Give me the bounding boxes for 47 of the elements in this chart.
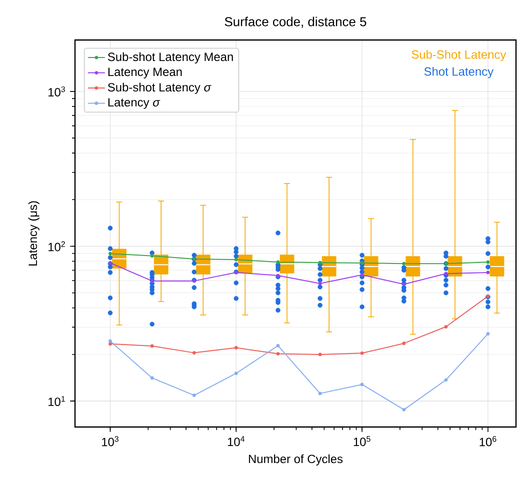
point [150, 376, 154, 380]
point [150, 344, 154, 348]
y-axis-title: Latency (μs) [28, 201, 40, 266]
text: Sub-Shot Latency [412, 50, 506, 62]
point [402, 342, 406, 346]
legend-label: Latency Mean [108, 68, 182, 78]
point [150, 254, 154, 258]
point [360, 273, 364, 277]
point [486, 270, 490, 274]
point [318, 392, 322, 396]
point [276, 260, 280, 264]
text: Shot Latency [424, 66, 494, 78]
point [234, 346, 238, 350]
legend-label: Sub-shot Latency Mean [108, 52, 233, 64]
legend-label: Sub-shot Latency σ [108, 82, 212, 94]
x-tick-label: 10$^{5}$ [354, 436, 370, 446]
point [192, 351, 196, 354]
y-tick-label: 10$^{3}$ [48, 86, 65, 96]
point [276, 352, 280, 356]
point [108, 339, 112, 343]
point [444, 325, 448, 328]
chart-title: Surface code, distance 5 [224, 16, 366, 28]
point [444, 272, 448, 276]
point [108, 342, 112, 346]
point [234, 258, 238, 262]
point [318, 260, 322, 264]
point [318, 282, 322, 286]
point [444, 378, 448, 382]
point [486, 332, 490, 336]
y-tick-label: 10$^{1}$ [48, 396, 65, 406]
y-tick-label: 10$^{2}$ [48, 241, 65, 252]
point [276, 344, 280, 348]
point [402, 408, 406, 412]
point [402, 262, 406, 266]
point [234, 372, 238, 376]
point [192, 394, 196, 397]
point [486, 260, 490, 264]
point [360, 351, 364, 355]
legend-label: Latency σ [108, 98, 160, 109]
x-axis-title: Number of Cycles [248, 454, 343, 466]
x-tick-label: 10$^{3}$ [102, 436, 118, 446]
point [360, 261, 364, 265]
x-tick-label: 10$^{4}$ [228, 436, 245, 446]
x-tick-label: 10$^{6}$ [480, 436, 496, 446]
point [318, 352, 322, 356]
point [108, 252, 112, 256]
point [360, 382, 364, 386]
